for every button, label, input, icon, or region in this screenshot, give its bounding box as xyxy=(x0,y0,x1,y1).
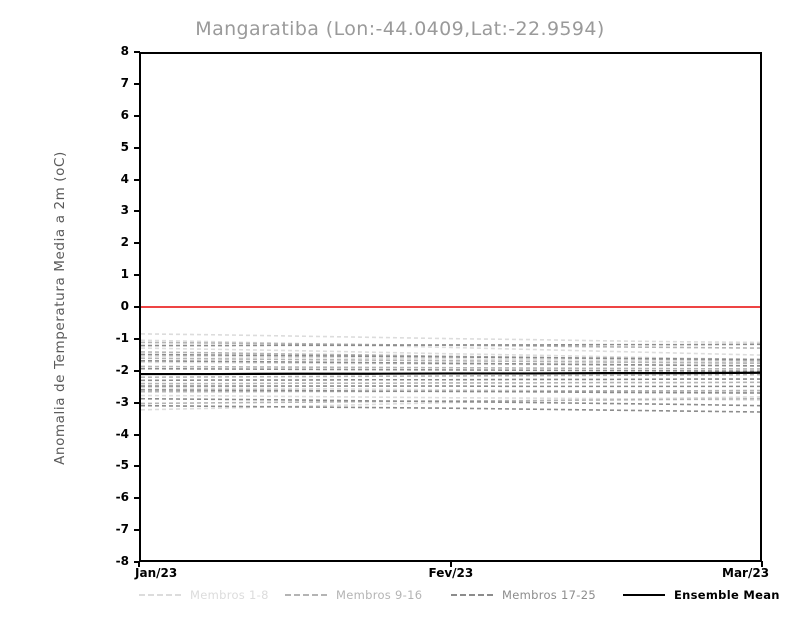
y-tick-mark xyxy=(134,178,140,181)
legend-swatch xyxy=(451,594,493,596)
y-tick-mark xyxy=(134,146,140,149)
series-line xyxy=(141,356,760,362)
x-tick-mark xyxy=(761,561,763,567)
y-tick-mark xyxy=(134,337,140,340)
series-line xyxy=(141,362,760,366)
x-tick-label: Jan/23 xyxy=(135,566,178,580)
series-line xyxy=(141,344,760,345)
legend-item: Ensemble Mean xyxy=(623,586,780,604)
y-tick-label: 3 xyxy=(120,203,129,218)
y-tick-mark xyxy=(134,561,140,563)
x-tick-mark xyxy=(449,561,452,567)
y-axis-label: Anomalia de Temperatura Media a 2m (oC) xyxy=(52,151,68,465)
series-line xyxy=(141,397,760,410)
series-line xyxy=(141,390,760,393)
series-line xyxy=(141,358,760,363)
y-tick-label: -7 xyxy=(115,522,129,537)
y-tick-label: 4 xyxy=(120,171,129,186)
y-tick-mark xyxy=(134,242,140,245)
legend-label: Membros 9-16 xyxy=(336,588,423,602)
chart-legend: Membros 1-8 Membros 9-16 Membros 17-25 Ense… xyxy=(139,586,779,604)
x-tick-label: Fev/23 xyxy=(428,566,474,580)
y-tick-mark xyxy=(134,369,140,372)
y-tick-label: 0 xyxy=(120,299,129,313)
y-tick-mark xyxy=(134,51,140,53)
series-line xyxy=(141,396,760,400)
y-tick-label: 7 xyxy=(120,75,129,90)
legend-label: Membros 17-25 xyxy=(502,588,596,602)
y-tick-label: -5 xyxy=(115,458,129,473)
series-line xyxy=(141,340,760,355)
y-tick-mark xyxy=(134,529,140,532)
series-line xyxy=(141,406,760,412)
y-tick-mark xyxy=(134,497,140,500)
series-line xyxy=(141,366,760,369)
series-line xyxy=(141,382,760,383)
series-line xyxy=(141,379,760,380)
x-tick-label: Mar/23 xyxy=(722,566,770,580)
x-tick-mark xyxy=(138,561,140,567)
y-tick-label: 6 xyxy=(120,107,129,122)
y-tick-label: 8 xyxy=(120,44,129,58)
y-tick-label: -1 xyxy=(115,330,129,345)
legend-label: Membros 1-8 xyxy=(190,588,269,602)
legend-item: Membros 9-16 xyxy=(285,586,422,604)
y-tick-label: 5 xyxy=(120,139,129,154)
series-line xyxy=(141,399,760,406)
legend-item: Membros 1-8 xyxy=(139,586,269,604)
y-tick-mark xyxy=(134,210,140,213)
series-line xyxy=(141,373,760,374)
y-tick-mark xyxy=(134,82,140,85)
y-tick-label: -6 xyxy=(115,490,129,505)
legend-item: Membros 17-25 xyxy=(451,586,596,604)
y-tick-label: -4 xyxy=(115,426,129,441)
plot-area xyxy=(139,52,762,562)
legend-swatch xyxy=(623,593,665,597)
y-tick-label: -2 xyxy=(115,362,129,377)
y-tick-label: 1 xyxy=(120,267,129,282)
y-tick-mark xyxy=(134,114,140,117)
plot-lines xyxy=(141,54,760,560)
series-line xyxy=(141,388,760,393)
legend-swatch xyxy=(139,594,181,596)
y-tick-label: 2 xyxy=(120,235,129,250)
chart-title: Mangaratiba (Lon:-44.0409,Lat:-22.9594) xyxy=(195,18,605,40)
series-line xyxy=(141,348,760,359)
series-line xyxy=(141,369,760,372)
y-tick-label: -3 xyxy=(115,394,129,409)
y-tick-mark xyxy=(134,401,140,404)
series-line xyxy=(141,354,760,359)
y-tick-label: -8 xyxy=(115,554,129,568)
series-line xyxy=(141,361,760,366)
legend-label: Ensemble Mean xyxy=(674,588,780,602)
legend-swatch xyxy=(285,594,327,596)
series-line xyxy=(141,334,760,343)
series-line xyxy=(141,375,760,378)
y-tick-mark xyxy=(134,465,140,468)
y-tick-mark xyxy=(134,306,140,308)
y-tick-mark xyxy=(134,433,140,436)
y-tick-mark xyxy=(134,274,140,277)
